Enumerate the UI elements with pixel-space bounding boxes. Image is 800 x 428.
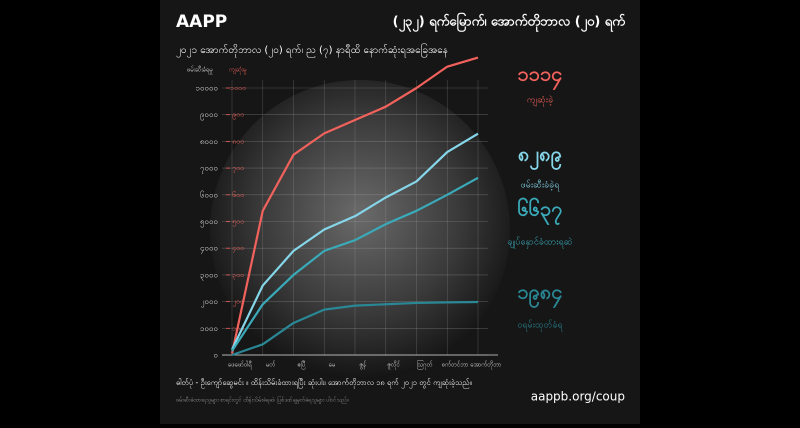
photo — [210, 80, 510, 380]
y2-tick-label: ၇၀၀ — [232, 164, 244, 173]
x-tick-label: ဖေဖော်ဝါရီ — [228, 361, 252, 370]
y-axis-label: ဖမ်းဆီးခံရမှု — [187, 66, 214, 75]
y-tick-label: ၆၀၀၀ — [200, 189, 218, 199]
subtitle: ၂၀၂၁ အောက်တိုဘာလ (၂၀) ရက်၊ ည (၇) နာရီထိ … — [176, 42, 448, 58]
y-tick-label: ၉၀၀၀ — [200, 110, 218, 121]
legend-label: ဝရမ်းထုတ်ခံရ — [517, 320, 563, 332]
series-line — [231, 132, 479, 351]
y-tick-label: ၇၀၀၀ — [200, 164, 218, 175]
x-tick-label: စက်တင်ဘာ — [442, 361, 469, 369]
y2-tick-label: ၅၀၀ — [232, 218, 244, 227]
y-tick-label: ၁၀၀၀၀ — [196, 84, 219, 93]
y2-tick-label: ၆၀၀ — [232, 191, 244, 199]
series-line — [230, 56, 479, 354]
x-tick-label: ဧပြီ — [298, 360, 306, 370]
y2-axis-label: ကျဆုံးမှု — [229, 67, 247, 75]
y2-tick-label: ၉၀၀ — [232, 111, 244, 120]
x-tick-label: အောက်တိုဘာ — [471, 361, 502, 370]
x-tick-label: မေ — [329, 362, 336, 369]
url: aappb.org/coup — [531, 390, 625, 404]
y-tick-label: ၈၀၀၀ — [200, 137, 218, 146]
x-tick-label: ဩဂုတ် — [416, 360, 432, 370]
y-tick-label: ၂၀၀၀ — [201, 297, 218, 308]
y2-tick-label: ၂၀၀ — [231, 298, 243, 307]
x-tick-label: ဇွန် — [360, 361, 367, 370]
note: ဖမ်းဆီးခံထားရသူများ စာရင်းတွင် ထိန်းသိမ်… — [176, 395, 349, 405]
y-tick-label: ၁၀၀၀ — [200, 324, 218, 333]
y2-tick-label: ၁၀၀၀ — [230, 84, 246, 92]
y-tick-label: ၀ — [214, 351, 219, 360]
legend-label: ဖမ်းဆီးခံခဲ့ရ — [521, 180, 561, 192]
x-tick-label: ဇူလိုင် — [387, 361, 400, 370]
y-tick-label: ၃၀၀၀ — [200, 270, 218, 281]
x-tick-label: မတ် — [266, 361, 275, 369]
chart-title: (၂၃၂) ရက်မြောက်၊ အောက်တိုဘာလ (၂၀) ရက် — [393, 12, 626, 33]
series-line — [231, 300, 479, 357]
legend-label: ကျဆုံးခဲ့ — [527, 95, 553, 107]
y2-tick-label: ၃၀၀ — [232, 271, 244, 280]
y-tick-label: ၅၀၀၀ — [200, 217, 218, 228]
y2-tick-label: ၈၀၀ — [232, 137, 244, 145]
y2-tick-label: ၄၀၀ — [232, 244, 244, 253]
legend-label: ချုပ်နှောင်ခံထားရဆဲ — [508, 237, 573, 249]
caption: ဓါတ်ပုံ - ဦးကျော်ဆွေမင်း ။ ထိန်းသိမ်းခံထ… — [176, 378, 472, 388]
series-line — [231, 176, 479, 352]
y-tick-label: ၄၀၀၀ — [200, 244, 218, 255]
brand: AAPP — [176, 12, 227, 32]
